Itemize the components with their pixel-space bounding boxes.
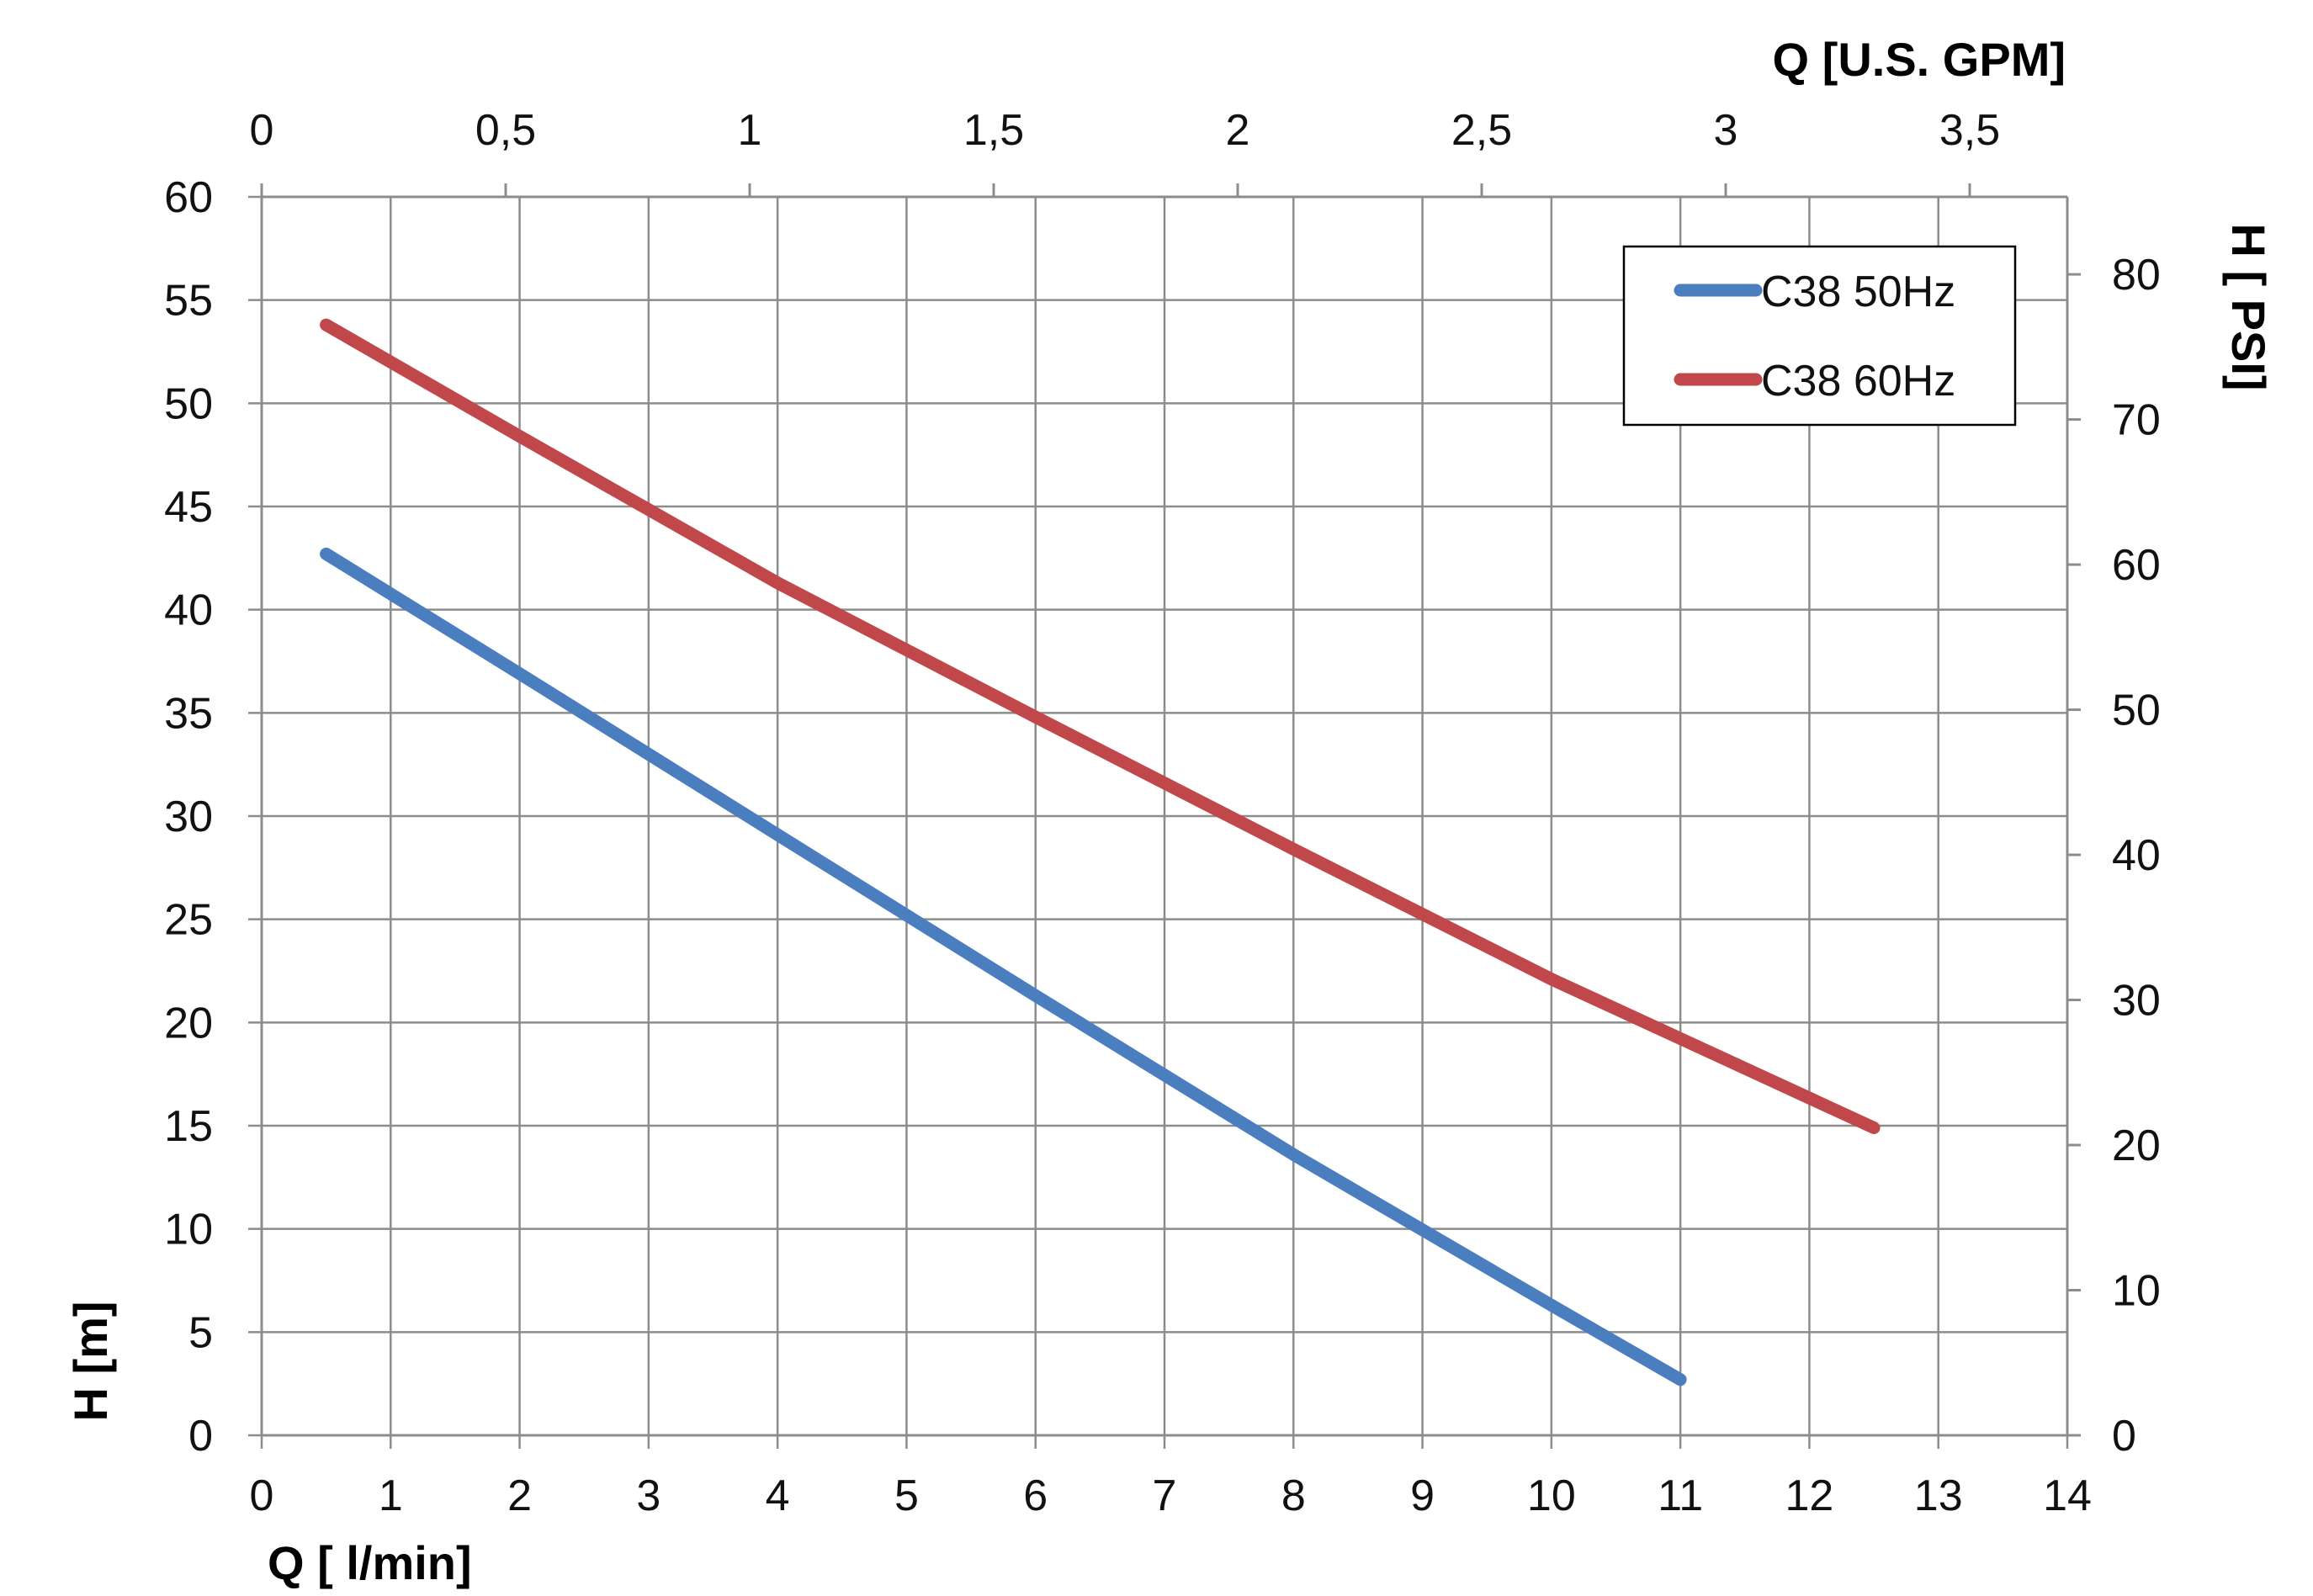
y2-tick-label: 60 bbox=[2112, 541, 2161, 590]
y-tick-label: 55 bbox=[164, 277, 213, 326]
legend-box bbox=[1622, 245, 2017, 427]
x-tick-label: 1 bbox=[379, 1471, 403, 1520]
y-tick-label: 45 bbox=[164, 483, 213, 532]
y2-tick-label: 50 bbox=[2112, 687, 2161, 735]
y-tick-label: 40 bbox=[164, 586, 213, 635]
axes bbox=[260, 183, 2081, 1437]
y-tick-label: 25 bbox=[164, 896, 213, 945]
x2-tick-label: 2 bbox=[1226, 106, 1250, 155]
x2-tick-label: 0 bbox=[250, 106, 274, 155]
y-tick-label: 50 bbox=[164, 379, 213, 428]
x2-tick-label: 2,5 bbox=[1451, 106, 1512, 155]
x-tick-label: 2 bbox=[507, 1471, 532, 1520]
y2-tick-label: 40 bbox=[2112, 831, 2161, 880]
x-tick-label: 13 bbox=[1914, 1471, 1963, 1520]
x2-axis-title: Q [U.S. GPM] bbox=[1773, 33, 2066, 86]
series-line-60hz bbox=[320, 318, 1881, 1134]
series-lines bbox=[320, 318, 1881, 1387]
x-tick-label: 0 bbox=[250, 1471, 274, 1520]
x-tick-label: 5 bbox=[894, 1471, 919, 1520]
y2-tick-label: 70 bbox=[2112, 396, 2161, 445]
y-tick-label: 20 bbox=[164, 999, 213, 1047]
y2-tick-label: 20 bbox=[2112, 1121, 2161, 1170]
x-tick-label: 10 bbox=[1527, 1471, 1576, 1520]
x-tick-label: 11 bbox=[1658, 1471, 1703, 1520]
x2-tick-label: 1,5 bbox=[963, 106, 1024, 155]
x-tick-label: 8 bbox=[1281, 1471, 1306, 1520]
x2-tick-label: 3,5 bbox=[1939, 106, 2000, 155]
legend: C38 50Hz C38 60Hz bbox=[1622, 245, 2017, 427]
y-tick-label: 60 bbox=[164, 173, 213, 222]
legend-label-50hz: C38 50Hz bbox=[1761, 268, 1955, 316]
x-tick-label: 6 bbox=[1023, 1471, 1048, 1520]
x-tick-label: 12 bbox=[1785, 1471, 1834, 1520]
x-tick-label: 9 bbox=[1410, 1471, 1435, 1520]
x-tick-label: 14 bbox=[2043, 1471, 2092, 1520]
y-tick-label: 30 bbox=[164, 793, 213, 841]
x-tick-label: 4 bbox=[766, 1471, 790, 1520]
y-tick-label: 0 bbox=[188, 1412, 213, 1461]
y2-tick-label: 10 bbox=[2112, 1267, 2161, 1316]
y2-axis-title: H [ PSI] bbox=[2222, 223, 2275, 390]
y-tick-label: 10 bbox=[164, 1206, 213, 1254]
x2-tick-label: 0,5 bbox=[475, 106, 536, 155]
series-line-50hz bbox=[320, 547, 1687, 1387]
y-tick-label: 15 bbox=[164, 1102, 213, 1151]
y2-tick-label: 0 bbox=[2112, 1412, 2136, 1461]
legend-label-60hz: C38 60Hz bbox=[1761, 357, 1955, 406]
x-tick-label: 7 bbox=[1153, 1471, 1177, 1520]
y-axis-title: H [m] bbox=[64, 1301, 117, 1421]
x2-tick-label: 3 bbox=[1714, 106, 1738, 155]
y2-tick-label: 30 bbox=[2112, 977, 2161, 1026]
y-tick-label: 5 bbox=[188, 1308, 213, 1357]
y2-tick-label: 80 bbox=[2112, 251, 2161, 300]
y-tick-label: 35 bbox=[164, 689, 213, 738]
x2-tick-label: 1 bbox=[738, 106, 762, 155]
x-axis-title: Q [ l/min] bbox=[268, 1536, 472, 1589]
x-tick-label: 3 bbox=[636, 1471, 660, 1520]
tick-labels: 0 1 2 3 4 5 6 7 8 9 10 11 12 13 1405101520253035404550… bbox=[164, 106, 2161, 1520]
